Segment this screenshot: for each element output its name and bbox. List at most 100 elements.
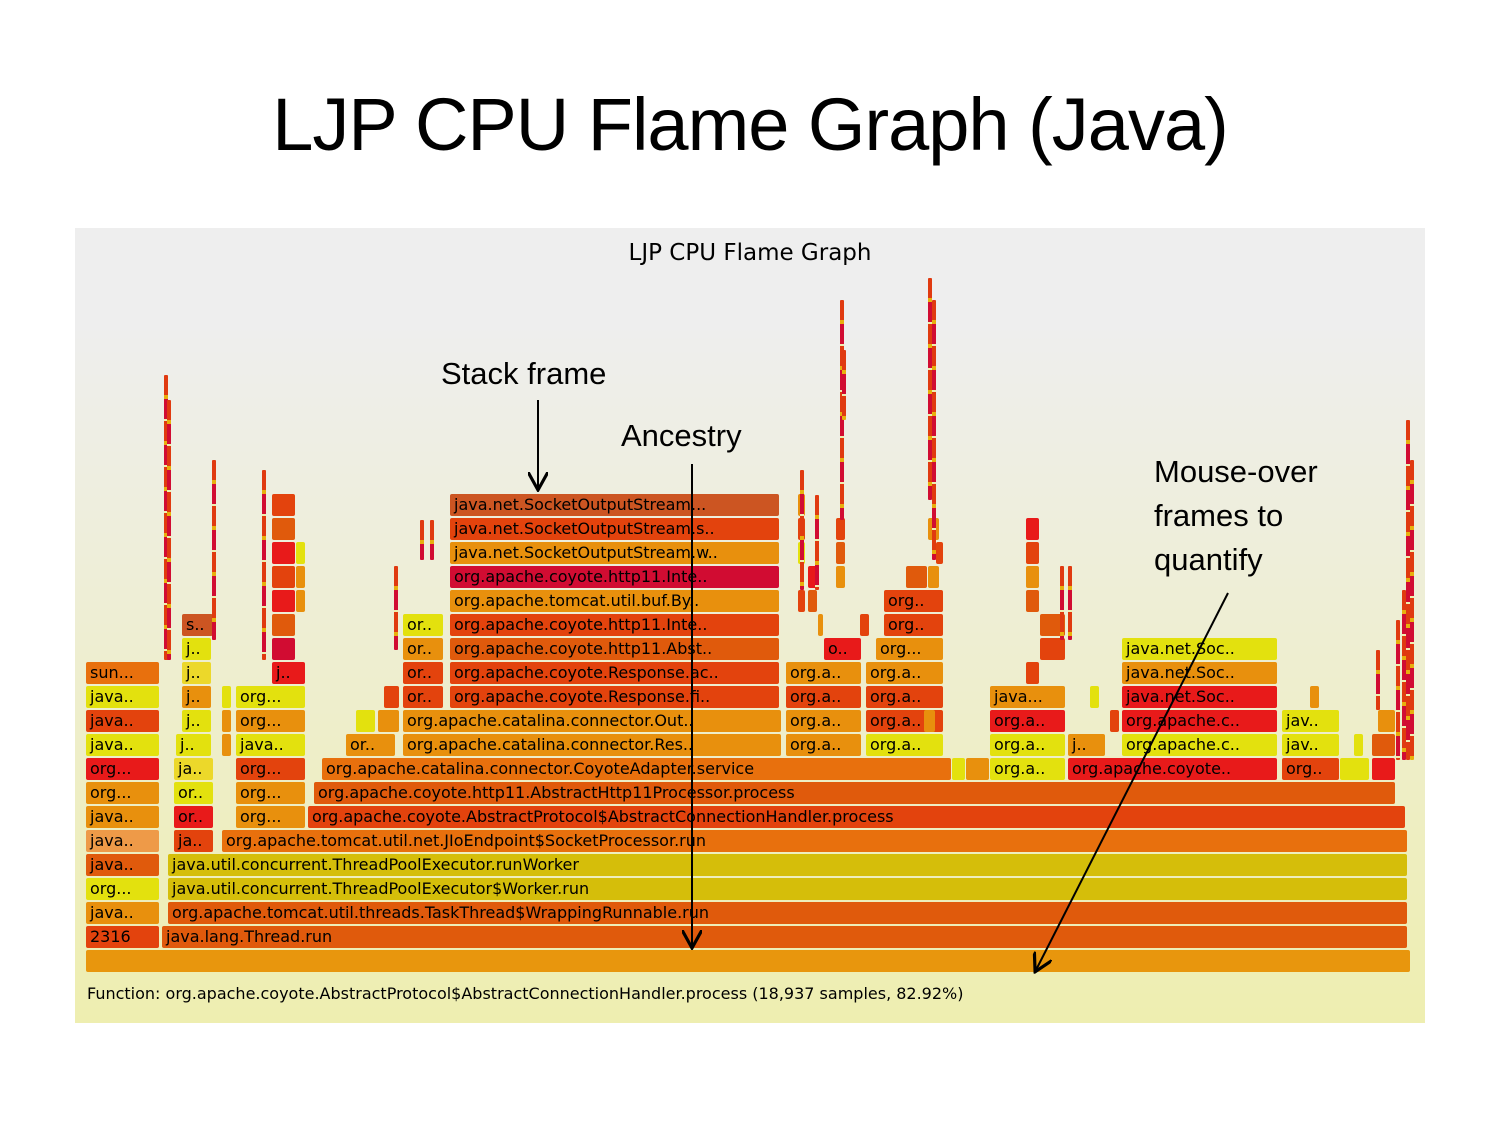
stack-frame[interactable]: org...	[236, 782, 305, 804]
stack-frame-narrow[interactable]	[296, 566, 305, 588]
stack-frame-narrow[interactable]	[1110, 710, 1119, 732]
stack-frame-sliver[interactable]	[842, 350, 846, 420]
stack-frame[interactable]: java.net.Soc..	[1122, 638, 1277, 660]
stack-frame-narrow[interactable]	[966, 758, 989, 780]
stack-frame-sliver[interactable]	[212, 460, 216, 640]
stack-frame[interactable]: jav..	[1282, 710, 1339, 732]
stack-frame-narrow[interactable]	[1378, 710, 1395, 732]
stack-frame[interactable]: java...	[990, 686, 1065, 708]
stack-frame[interactable]: org.apache.tomcat.util.threads.TaskThrea…	[168, 902, 1407, 924]
stack-frame-sliver[interactable]	[1402, 590, 1406, 760]
stack-frame-narrow[interactable]	[1040, 638, 1065, 660]
stack-frame[interactable]: org.apache.coyote.http11.Inte..	[450, 614, 779, 636]
stack-frame-narrow[interactable]	[272, 494, 295, 516]
stack-frame[interactable]: org...	[86, 758, 159, 780]
stack-frame[interactable]: j..	[176, 734, 211, 756]
stack-frame-sliver[interactable]	[164, 375, 168, 660]
stack-frame-narrow[interactable]	[952, 758, 965, 780]
stack-frame[interactable]: java..	[86, 902, 159, 924]
stack-frame[interactable]: org.a..	[786, 710, 861, 732]
stack-frame-narrow[interactable]	[808, 590, 817, 612]
stack-frame-narrow[interactable]	[1090, 686, 1099, 708]
stack-frame-narrow[interactable]	[356, 710, 375, 732]
stack-frame-narrow[interactable]	[1372, 758, 1395, 780]
stack-frame-narrow[interactable]	[222, 734, 231, 756]
stack-frame-narrow[interactable]	[384, 686, 399, 708]
stack-frame[interactable]: java..	[86, 806, 159, 828]
stack-frame-sliver[interactable]	[262, 470, 266, 660]
stack-frame[interactable]: java..	[86, 686, 159, 708]
stack-frame[interactable]: java..	[86, 854, 159, 876]
stack-frame-narrow[interactable]	[1026, 542, 1039, 564]
stack-frame-narrow[interactable]	[1354, 734, 1363, 756]
stack-frame[interactable]: org.apache.coyote..	[1068, 758, 1277, 780]
stack-frame[interactable]: sun...	[86, 662, 159, 684]
stack-frame-narrow[interactable]	[272, 518, 295, 540]
stack-frame-narrow[interactable]	[1026, 590, 1039, 612]
stack-frame[interactable]: org.apache.coyote.Response.fi..	[450, 686, 779, 708]
stack-frame[interactable]: org.a..	[990, 710, 1065, 732]
stack-frame[interactable]: org.apache.coyote.http11.AbstractHttp11P…	[314, 782, 1395, 804]
stack-frame[interactable]: j..	[182, 638, 211, 660]
stack-frame[interactable]: or..	[403, 614, 443, 636]
stack-frame-sliver[interactable]	[1376, 650, 1380, 710]
stack-frame[interactable]: or..	[174, 782, 213, 804]
stack-frame[interactable]: or..	[403, 662, 443, 684]
stack-frame-narrow[interactable]	[296, 542, 305, 564]
stack-frame[interactable]: java.net.SocketOutputStream...	[450, 494, 779, 516]
stack-frame-sliver[interactable]	[167, 400, 171, 660]
stack-frame-narrow[interactable]	[928, 566, 939, 588]
stack-frame[interactable]: org.a..	[990, 758, 1065, 780]
stack-frame-narrow[interactable]	[936, 542, 943, 564]
stack-frame-sliver[interactable]	[815, 495, 819, 590]
stack-frame-narrow[interactable]	[378, 710, 399, 732]
stack-frame-narrow[interactable]	[1026, 518, 1039, 540]
stack-frame[interactable]: or..	[174, 806, 213, 828]
stack-frame[interactable]: java.net.SocketOutputStream.w..	[450, 542, 779, 564]
stack-frame[interactable]: org.apache.tomcat.util.buf.By..	[450, 590, 779, 612]
stack-frame[interactable]: org..	[884, 590, 943, 612]
stack-frame[interactable]: java.net.Soc..	[1122, 662, 1277, 684]
stack-frame[interactable]: org...	[236, 710, 305, 732]
stack-frame[interactable]: java..	[86, 710, 159, 732]
stack-frame[interactable]: org.a..	[866, 710, 943, 732]
stack-frame[interactable]: org...	[236, 758, 305, 780]
stack-frame[interactable]: j..	[272, 662, 305, 684]
stack-frame[interactable]: org.apache.catalina.connector.Out..	[403, 710, 781, 732]
stack-frame-narrow[interactable]	[272, 590, 295, 612]
stack-frame-narrow[interactable]	[798, 590, 805, 612]
stack-frame[interactable]: org..	[1282, 758, 1339, 780]
stack-frame-narrow[interactable]	[1340, 758, 1369, 780]
stack-frame[interactable]: java.net.SocketOutputStream.s..	[450, 518, 779, 540]
stack-frame[interactable]: org.a..	[990, 734, 1065, 756]
stack-frame[interactable]: j..	[182, 686, 211, 708]
stack-frame-sliver[interactable]	[394, 566, 398, 650]
stack-frame[interactable]: org...	[236, 686, 305, 708]
stack-frame-narrow[interactable]	[222, 686, 231, 708]
stack-frame-narrow[interactable]	[1026, 662, 1039, 684]
stack-frame-narrow[interactable]	[906, 566, 927, 588]
stack-frame-narrow[interactable]	[1310, 686, 1319, 708]
stack-frame[interactable]: org.a..	[786, 734, 861, 756]
stack-frame[interactable]: java.net.Soc..	[1122, 686, 1277, 708]
stack-frame-narrow[interactable]	[272, 614, 295, 636]
stack-frame[interactable]: org.a..	[786, 686, 861, 708]
stack-frame[interactable]: org...	[236, 806, 305, 828]
stack-frame-narrow[interactable]	[222, 710, 231, 732]
stack-frame[interactable]: org.apache.coyote.Response.ac..	[450, 662, 779, 684]
stack-frame[interactable]: org.apache.coyote.http11.Inte..	[450, 566, 779, 588]
stack-frame[interactable]: or..	[346, 734, 395, 756]
stack-frame[interactable]: or..	[403, 638, 443, 660]
stack-frame-sliver[interactable]	[1060, 566, 1064, 640]
stack-frame[interactable]: java..	[86, 830, 159, 852]
stack-frame-sliver[interactable]	[1396, 620, 1400, 760]
stack-frame[interactable]: org.apache.c..	[1122, 734, 1277, 756]
stack-frame-narrow[interactable]	[272, 566, 295, 588]
stack-frame-sliver[interactable]	[1410, 460, 1414, 760]
stack-frame[interactable]: org.apache.c..	[1122, 710, 1277, 732]
stack-frame-narrow[interactable]	[860, 614, 869, 636]
stack-frame-narrow[interactable]	[808, 566, 817, 588]
stack-frame[interactable]: org.apache.tomcat.util.net.JIoEndpoint$S…	[222, 830, 1407, 852]
stack-frame-root[interactable]	[86, 950, 1410, 972]
stack-frame[interactable]: org.a..	[786, 662, 861, 684]
